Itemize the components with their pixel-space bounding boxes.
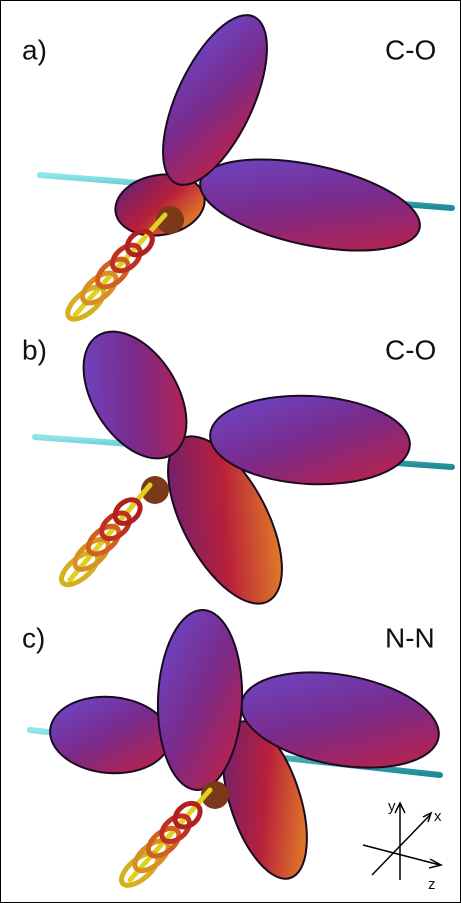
- axis-label: y: [388, 798, 396, 815]
- panel: b) C-O: [22, 313, 452, 621]
- orbital-lobe: [192, 143, 428, 268]
- panels: a) C-O b) C-O c) N-N: [22, 1, 452, 891]
- orbital-lobe: [47, 692, 173, 778]
- axis-triad: [363, 803, 441, 880]
- helix-rod: [75, 215, 165, 315]
- molecule-label: N-N: [385, 622, 435, 653]
- x-axis: [372, 815, 430, 875]
- panel-label: c): [22, 622, 45, 653]
- panel: c) N-N: [22, 609, 446, 891]
- axis-label: z: [428, 876, 436, 893]
- panel: a) C-O: [22, 1, 452, 325]
- panel-label: a): [22, 34, 47, 65]
- figure: a) C-O b) C-O c) N-N y x z: [0, 0, 461, 903]
- panel-label: b): [22, 334, 47, 365]
- molecule-label: C-O: [385, 334, 436, 365]
- molecule-label: C-O: [385, 34, 436, 65]
- z-axis: [363, 845, 440, 865]
- axis-label: x: [434, 808, 442, 825]
